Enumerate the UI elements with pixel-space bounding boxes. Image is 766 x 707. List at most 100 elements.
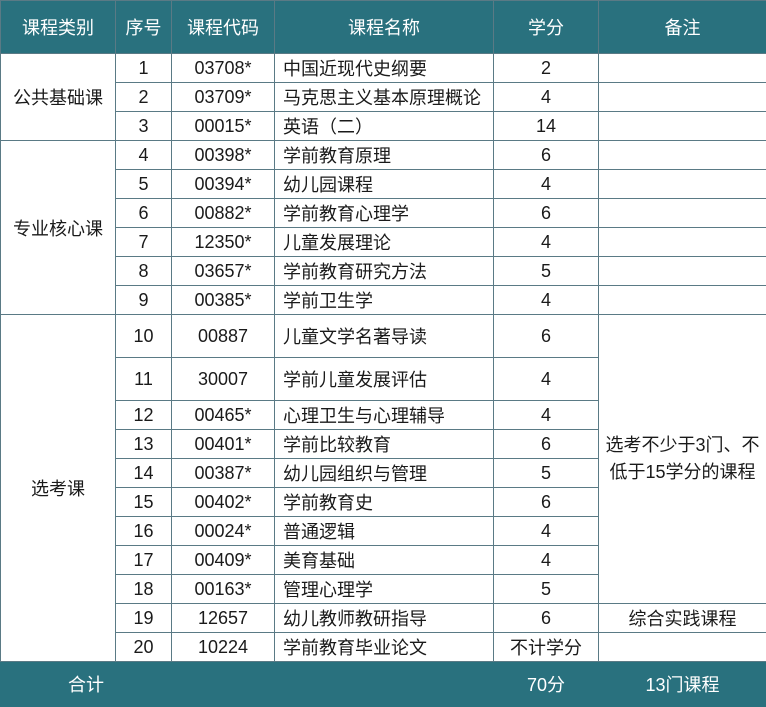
name-cell: 幼儿教师教研指导 <box>275 604 494 633</box>
note-cell <box>599 83 766 112</box>
name-cell: 学前教育心理学 <box>275 199 494 228</box>
index-cell: 1 <box>116 54 172 83</box>
code-cell: 12350* <box>172 228 275 257</box>
footer-label: 合计 <box>1 662 172 707</box>
credit-cell: 5 <box>494 257 599 286</box>
header-category: 课程类别 <box>1 1 116 54</box>
table-row: 712350*儿童发展理论4 <box>1 228 766 257</box>
index-cell: 15 <box>116 488 172 517</box>
header-index: 序号 <box>116 1 172 54</box>
name-cell: 学前儿童发展评估 <box>275 358 494 401</box>
code-cell: 00402* <box>172 488 275 517</box>
note-cell <box>599 54 766 83</box>
table-row: 300015*英语（二）14 <box>1 112 766 141</box>
note-cell <box>599 228 766 257</box>
code-cell: 00163* <box>172 575 275 604</box>
credit-cell: 5 <box>494 459 599 488</box>
footer-count: 13门课程 <box>599 662 766 707</box>
index-cell: 17 <box>116 546 172 575</box>
note-cell <box>599 141 766 170</box>
code-cell: 12657 <box>172 604 275 633</box>
footer-row: 合计 70分 13门课程 <box>1 662 766 707</box>
table-body: 公共基础课103708*中国近现代史纲要2203709*马克思主义基本原理概论4… <box>1 54 766 662</box>
table-row: 专业核心课400398*学前教育原理6 <box>1 141 766 170</box>
name-cell: 英语（二） <box>275 112 494 141</box>
footer-credit: 70分 <box>494 662 599 707</box>
credit-cell: 2 <box>494 54 599 83</box>
table-row: 2010224学前教育毕业论文不计学分 <box>1 633 766 662</box>
name-cell: 学前卫生学 <box>275 286 494 315</box>
code-cell: 00387* <box>172 459 275 488</box>
name-cell: 学前教育研究方法 <box>275 257 494 286</box>
name-cell: 学前教育史 <box>275 488 494 517</box>
index-cell: 20 <box>116 633 172 662</box>
category-cell: 选考课 <box>1 315 116 662</box>
header-code: 课程代码 <box>172 1 275 54</box>
name-cell: 美育基础 <box>275 546 494 575</box>
table-row: 500394*幼儿园课程4 <box>1 170 766 199</box>
code-cell: 00385* <box>172 286 275 315</box>
credit-cell: 4 <box>494 401 599 430</box>
name-cell: 心理卫生与心理辅导 <box>275 401 494 430</box>
course-table: 课程类别 序号 课程代码 课程名称 学分 备注 公共基础课103708*中国近现… <box>0 0 766 707</box>
table-row: 1912657幼儿教师教研指导6综合实践课程 <box>1 604 766 633</box>
name-cell: 马克思主义基本原理概论 <box>275 83 494 112</box>
index-cell: 19 <box>116 604 172 633</box>
code-cell: 03708* <box>172 54 275 83</box>
credit-cell: 4 <box>494 83 599 112</box>
note-cell <box>599 286 766 315</box>
header-row: 课程类别 序号 课程代码 课程名称 学分 备注 <box>1 1 766 54</box>
index-cell: 10 <box>116 315 172 358</box>
note-cell <box>599 112 766 141</box>
note-cell: 综合实践课程 <box>599 604 766 633</box>
index-cell: 16 <box>116 517 172 546</box>
name-cell: 儿童发展理论 <box>275 228 494 257</box>
note-cell <box>599 633 766 662</box>
table-row: 600882*学前教育心理学6 <box>1 199 766 228</box>
name-cell: 学前教育毕业论文 <box>275 633 494 662</box>
credit-cell: 4 <box>494 228 599 257</box>
name-cell: 幼儿园组织与管理 <box>275 459 494 488</box>
credit-cell: 6 <box>494 199 599 228</box>
code-cell: 00401* <box>172 430 275 459</box>
code-cell: 30007 <box>172 358 275 401</box>
note-cell: 选考不少于3门、不低于15学分的课程 <box>599 315 766 604</box>
code-cell: 00015* <box>172 112 275 141</box>
credit-cell: 6 <box>494 315 599 358</box>
table-row: 选考课1000887儿童文学名著导读6选考不少于3门、不低于15学分的课程 <box>1 315 766 358</box>
table-row: 203709*马克思主义基本原理概论4 <box>1 83 766 112</box>
code-cell: 00887 <box>172 315 275 358</box>
note-cell <box>599 170 766 199</box>
index-cell: 4 <box>116 141 172 170</box>
code-cell: 03709* <box>172 83 275 112</box>
code-cell: 00398* <box>172 141 275 170</box>
footer-blank1 <box>172 662 275 707</box>
credit-cell: 4 <box>494 286 599 315</box>
index-cell: 14 <box>116 459 172 488</box>
index-cell: 7 <box>116 228 172 257</box>
footer-blank2 <box>275 662 494 707</box>
index-cell: 8 <box>116 257 172 286</box>
code-cell: 10224 <box>172 633 275 662</box>
name-cell: 中国近现代史纲要 <box>275 54 494 83</box>
code-cell: 00465* <box>172 401 275 430</box>
credit-cell: 4 <box>494 517 599 546</box>
credit-cell: 6 <box>494 604 599 633</box>
credit-cell: 6 <box>494 430 599 459</box>
code-cell: 00024* <box>172 517 275 546</box>
name-cell: 普通逻辑 <box>275 517 494 546</box>
header-credit: 学分 <box>494 1 599 54</box>
code-cell: 00882* <box>172 199 275 228</box>
header-note: 备注 <box>599 1 766 54</box>
name-cell: 学前教育原理 <box>275 141 494 170</box>
credit-cell: 4 <box>494 546 599 575</box>
index-cell: 9 <box>116 286 172 315</box>
credit-cell: 不计学分 <box>494 633 599 662</box>
index-cell: 2 <box>116 83 172 112</box>
name-cell: 学前比较教育 <box>275 430 494 459</box>
header-name: 课程名称 <box>275 1 494 54</box>
name-cell: 幼儿园课程 <box>275 170 494 199</box>
category-cell: 专业核心课 <box>1 141 116 315</box>
name-cell: 儿童文学名著导读 <box>275 315 494 358</box>
note-cell <box>599 199 766 228</box>
